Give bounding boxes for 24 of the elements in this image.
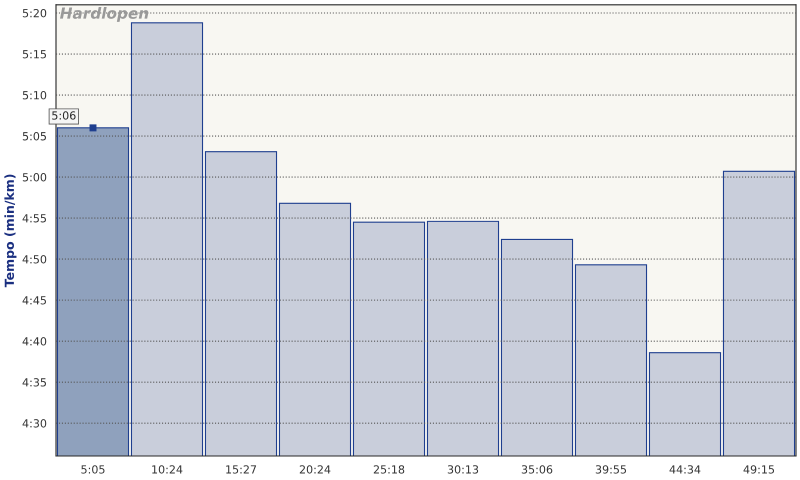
- x-tick-label: 10:24: [152, 465, 182, 474]
- x-tick-label: 25:18: [374, 465, 404, 474]
- x-tick-label: 15:27: [226, 465, 256, 474]
- y-tick-label: 4:50: [22, 255, 46, 264]
- x-tick-label: 49:15: [744, 465, 774, 474]
- y-tick-label: 5:20: [22, 8, 46, 18]
- y-tick-label: 5:15: [22, 50, 46, 58]
- x-tick-label: 30:13: [448, 465, 478, 474]
- x-tick-label: 35:06: [522, 465, 552, 474]
- y-tick-label: 4:40: [22, 337, 46, 346]
- y-tick-label: 4:30: [22, 419, 46, 428]
- y-tick-label: 5:00: [22, 173, 46, 182]
- y-tick-label: 5:10: [22, 91, 46, 100]
- y-tick-label: 4:55: [22, 214, 46, 222]
- x-tick-label: 44:34: [670, 465, 700, 474]
- annotation: 5:06: [52, 111, 76, 120]
- x-tick-label: 20:24: [300, 465, 330, 474]
- y-axis-title: Tempo (min/km): [4, 174, 16, 288]
- x-tick-label: 5:05: [81, 465, 105, 474]
- y-tick-label: 5:05: [22, 132, 46, 140]
- y-tick-label: 4:45: [22, 296, 46, 305]
- chart-title: Hardlopen: [60, 7, 148, 22]
- y-tick-label: 4:35: [22, 378, 46, 387]
- x-tick-label: 39:55: [596, 465, 626, 474]
